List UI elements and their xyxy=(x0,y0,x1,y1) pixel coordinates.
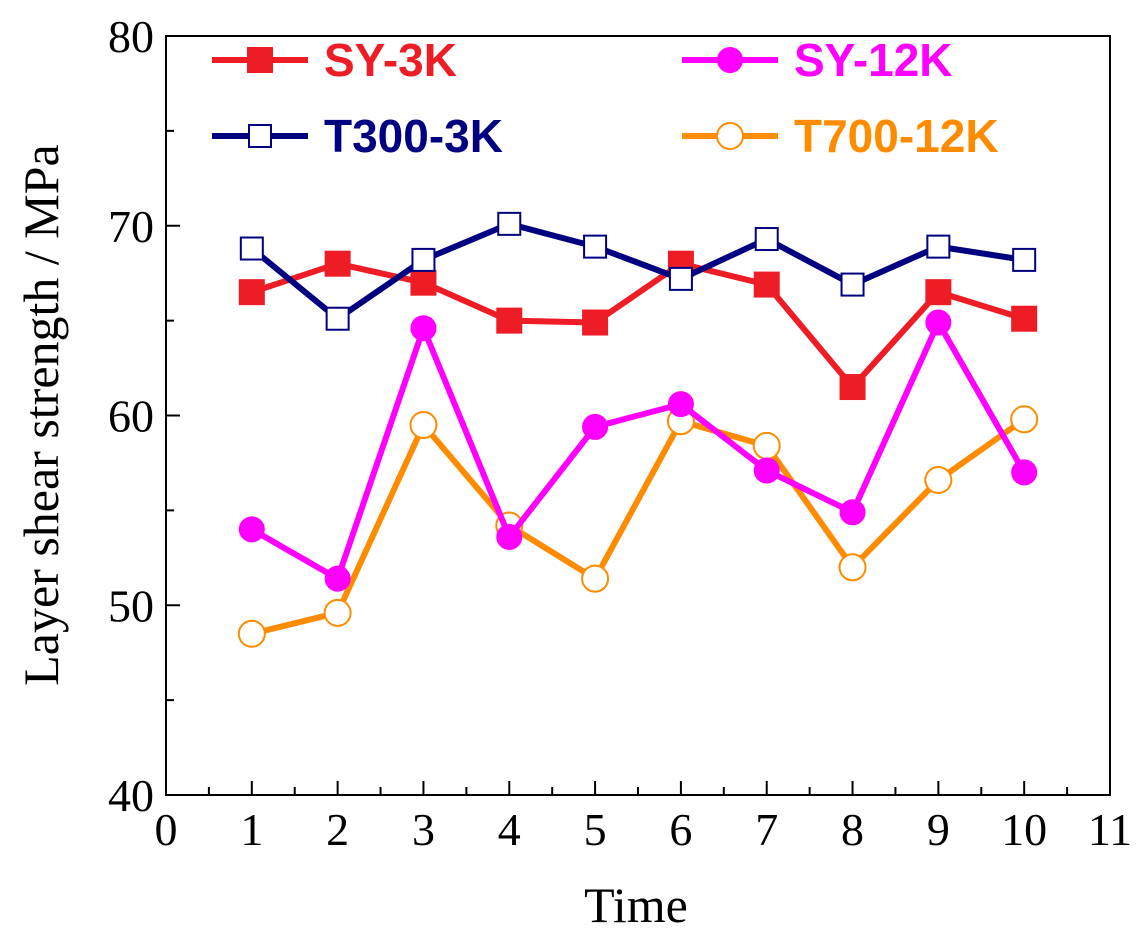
data-point-t700-12k xyxy=(409,410,438,439)
series-sy-3k xyxy=(238,250,1038,401)
data-point-sy-12k xyxy=(839,499,866,526)
y-axis-title: Layer shear strength / MPa xyxy=(13,144,69,686)
data-point-sy-12k xyxy=(324,565,351,592)
data-point-t300-3k xyxy=(411,247,436,272)
data-point-sy-3k xyxy=(410,269,437,296)
data-point-t300-3k xyxy=(926,234,951,259)
data-point-t700-12k xyxy=(752,431,781,460)
legend-marker-sy-3k xyxy=(247,47,273,73)
data-point-t300-3k xyxy=(497,211,522,236)
y-tick-label: 80 xyxy=(108,11,154,62)
y-tick-label: 40 xyxy=(108,770,154,821)
data-point-t300-3k xyxy=(325,306,350,331)
data-point-sy-3k xyxy=(324,250,351,277)
data-point-sy-3k xyxy=(925,279,952,306)
data-point-t700-12k xyxy=(1010,405,1039,434)
data-point-sy-3k xyxy=(582,309,609,336)
x-tick-label: 2 xyxy=(326,804,349,855)
y-tick-label: 70 xyxy=(108,201,154,252)
legend-item-t700-12k: T700-12K xyxy=(682,110,999,162)
axes: 0 1 2 3 4 5 6 7 8 9 10 11 40 50 60 70 80 xyxy=(108,11,1132,855)
data-point-sy-3k xyxy=(1011,305,1038,332)
x-tick-label: 3 xyxy=(412,804,435,855)
data-point-sy-12k xyxy=(582,413,609,440)
data-point-sy-12k xyxy=(925,309,952,336)
legend-item-sy-3k: SY-3K xyxy=(212,34,457,86)
series-line-sy-12k xyxy=(250,319,1027,582)
data-point-t700-12k xyxy=(924,466,953,495)
y-tick-label: 50 xyxy=(108,580,154,631)
data-point-sy-12k xyxy=(496,523,523,550)
data-point-sy-12k xyxy=(238,516,265,543)
data-point-t700-12k xyxy=(838,553,867,582)
series-sy-12k xyxy=(238,309,1038,592)
data-point-sy-12k xyxy=(753,457,780,484)
series-t300-3k xyxy=(239,211,1037,331)
data-point-sy-3k xyxy=(496,307,523,334)
x-tick-label: 7 xyxy=(755,804,778,855)
legend-item-sy-12k: SY-12K xyxy=(682,34,953,86)
series-line-t300-3k xyxy=(249,220,1025,322)
x-tick-label: 5 xyxy=(584,804,607,855)
legend-label-sy-12k: SY-12K xyxy=(794,34,953,86)
legend-item-t300-3k: T300-3K xyxy=(212,110,503,162)
legend-marker-t300-3k xyxy=(248,124,272,148)
legend-label-sy-3k: SY-3K xyxy=(324,34,457,86)
data-point-t300-3k xyxy=(583,234,608,259)
legend-marker-sy-12k xyxy=(717,47,743,73)
legend: SY-3K SY-12K T300-3K T700-12K xyxy=(212,34,999,162)
data-point-t300-3k xyxy=(754,227,779,252)
data-point-t700-12k xyxy=(237,619,266,648)
legend-marker-t700-12k xyxy=(716,122,744,150)
data-point-t300-3k xyxy=(668,266,693,291)
x-tick-label: 11 xyxy=(1088,804,1132,855)
data-point-sy-3k xyxy=(238,279,265,306)
series-line-sy-3k xyxy=(250,260,1026,391)
x-tick-label: 0 xyxy=(155,804,178,855)
data-point-sy-12k xyxy=(1011,459,1038,486)
legend-label-t700-12k: T700-12K xyxy=(794,110,999,162)
data-point-sy-3k xyxy=(839,374,866,401)
x-tick-label: 10 xyxy=(1001,804,1047,855)
data-point-sy-12k xyxy=(667,391,694,418)
x-tick-label: 1 xyxy=(240,804,263,855)
series-line-t700-12k xyxy=(251,416,1026,637)
data-point-sy-12k xyxy=(410,315,437,342)
x-axis-title: Time xyxy=(584,877,688,933)
data-point-t700-12k xyxy=(323,598,352,627)
data-point-t300-3k xyxy=(1012,247,1037,272)
x-tick-label: 9 xyxy=(927,804,950,855)
x-tick-label: 4 xyxy=(498,804,521,855)
data-point-t300-3k xyxy=(840,272,865,297)
data-point-t300-3k xyxy=(239,236,264,261)
x-tick-label: 6 xyxy=(669,804,692,855)
legend-label-t300-3k: T300-3K xyxy=(324,110,503,162)
x-tick-label: 8 xyxy=(841,804,864,855)
data-point-sy-3k xyxy=(753,271,780,298)
y-tick-label: 60 xyxy=(108,391,154,442)
data-point-t700-12k xyxy=(581,564,610,593)
series-lines xyxy=(237,211,1039,648)
